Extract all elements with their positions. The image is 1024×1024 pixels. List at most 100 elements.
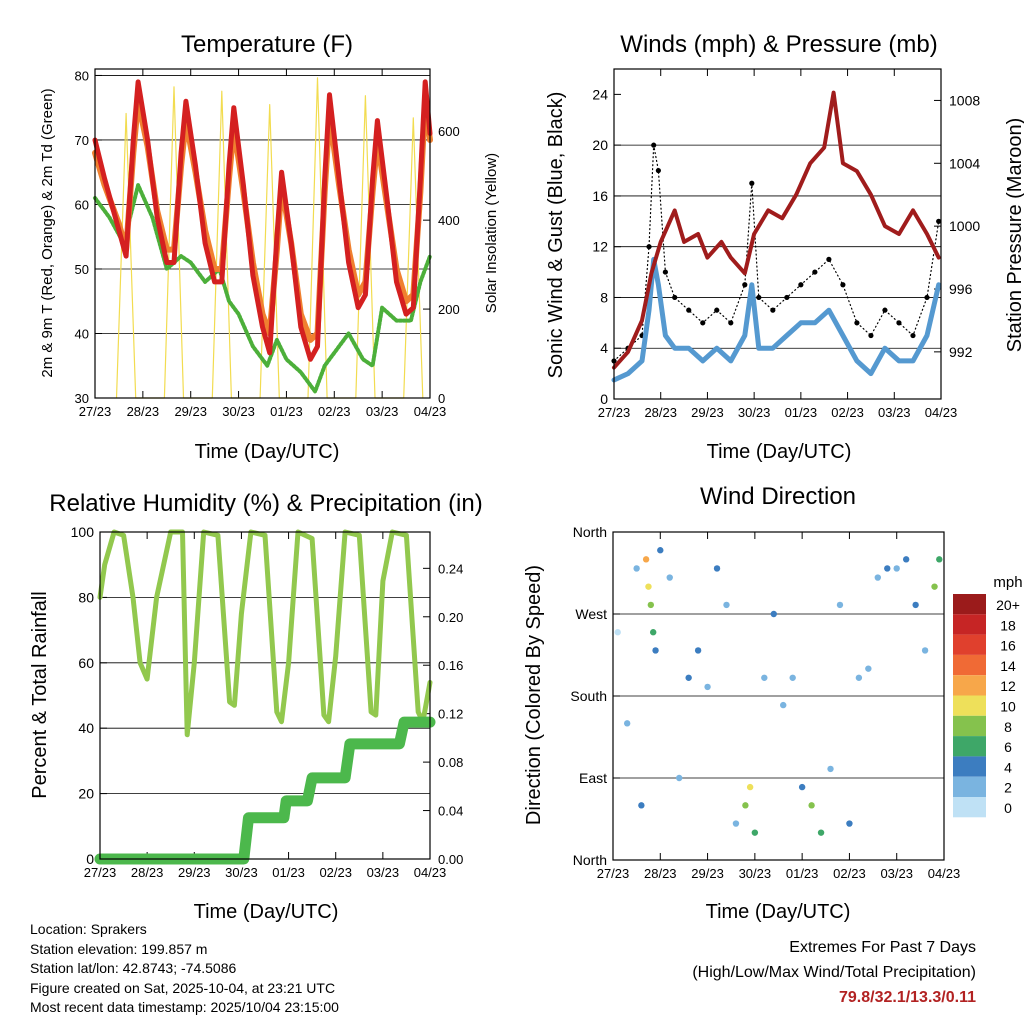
direction-point [865, 665, 872, 672]
direction-point [704, 683, 711, 691]
x-tick-label: 28/23 [644, 405, 677, 420]
direction-point [713, 565, 721, 572]
legend-swatch [953, 614, 986, 635]
direction-point [657, 547, 664, 554]
y-tick-label: 70 [75, 133, 89, 148]
gust-point [936, 218, 942, 224]
direction-point [676, 774, 683, 782]
temperature-title: Temperature (F) [181, 31, 353, 58]
y2-tick-label: 996 [949, 281, 973, 297]
legend-swatch [953, 736, 986, 757]
direction-point [642, 556, 650, 563]
direction-title: Wind Direction [700, 483, 856, 510]
y-tick-label: 100 [71, 524, 95, 540]
y-tick-label: 0 [600, 391, 608, 407]
direction-point [652, 647, 659, 654]
direction-point [746, 783, 754, 791]
direction-point [751, 829, 759, 836]
series-wind [611, 256, 942, 383]
series-rh [97, 529, 433, 738]
x-tick-label: 01/23 [786, 866, 819, 881]
legend-label: 8 [1004, 719, 1012, 735]
x-tick-label: 04/23 [928, 866, 961, 881]
temperature-xlabel: Time (Day/UTC) [195, 441, 340, 463]
y2-tick-label: 1008 [949, 92, 980, 108]
direction-point [798, 783, 806, 791]
latlon-text: Station lat/lon: 42.8743; -74.5086 [30, 960, 237, 976]
y-tick-label: East [579, 770, 607, 786]
y2-tick-label: 0.20 [438, 610, 463, 625]
direction-point [808, 802, 815, 809]
y2-tick-label: 0 [438, 391, 445, 406]
temperature-frame [94, 68, 431, 399]
y-tick-label: 12 [592, 239, 608, 255]
x-tick-label: 29/23 [691, 866, 724, 881]
direction-frame [612, 531, 945, 861]
legend-label: 4 [1004, 759, 1012, 775]
humidity-title: Relative Humidity (%) & Precipitation (i… [49, 490, 482, 517]
x-tick-label: 03/23 [880, 866, 913, 881]
winds-ylabel: Sonic Wind & Gust (Blue, Black) [545, 92, 567, 379]
y-tick-label: South [570, 688, 607, 704]
x-tick-label: 27/23 [79, 404, 112, 419]
direction-point [723, 601, 730, 609]
direction-point [902, 556, 910, 563]
legend-swatch [953, 675, 986, 696]
direction-ylabel: Direction (Colored By Speed) [523, 565, 545, 825]
direction-point [732, 820, 740, 827]
humidity-plot-area: 27/23 28/23 29/23 30/23 01/23 02/23 03/23 04/23… [71, 524, 464, 880]
series-solar-insolation [115, 77, 424, 399]
gust-point [672, 294, 678, 301]
y2-tick-label: 1004 [949, 155, 980, 171]
y-tick-label: 30 [75, 391, 89, 406]
direction-point [936, 556, 943, 563]
x-tick-label: 30/23 [225, 865, 258, 880]
direction-point [912, 601, 919, 609]
direction-point [874, 574, 881, 581]
x-tick-label: 29/23 [174, 404, 207, 419]
y-tick-label: 4 [600, 340, 608, 356]
gust-point [646, 244, 652, 250]
series-gust [613, 144, 940, 362]
temperature-panel: Temperature (F) 27/23 28/23 29/23 30/23 01/2… [39, 31, 500, 463]
x-tick-label: 04/23 [414, 404, 447, 419]
series-station-pressure [612, 90, 941, 370]
y-tick-label: 20 [592, 137, 608, 153]
direction-point [633, 565, 640, 572]
direction-point [931, 583, 938, 590]
legend-label: 6 [1004, 739, 1012, 755]
temperature-plot-area: 27/23 28/23 29/23 30/23 01/23 02/23 03/23 04/23… [75, 68, 460, 419]
y2-tick-label: 600 [438, 124, 460, 139]
x-tick-label: 02/23 [833, 866, 866, 881]
y-tick-label: 20 [78, 786, 94, 802]
direction-point [761, 674, 768, 681]
temperature-y2label: Solar Insolation (Yellow) [483, 153, 500, 313]
x-tick-label: 01/23 [785, 405, 818, 420]
humidity-frame [99, 531, 431, 860]
direction-point [846, 820, 853, 827]
legend-label: 16 [1000, 638, 1016, 654]
extremes-subtitle: (High/Low/Max Wind/Total Precipitation) [692, 964, 976, 981]
legend-label: 18 [1000, 617, 1016, 633]
legend-swatch [953, 654, 986, 676]
legend-label: 10 [1000, 699, 1016, 715]
legend-label: 20+ [996, 597, 1020, 613]
y-tick-label: 60 [75, 197, 89, 212]
winds-plot-area: 27/23 28/23 29/23 30/23 01/23 02/23 03/23 04/23… [592, 69, 980, 420]
direction-point [742, 802, 749, 809]
y-tick-label: North [573, 852, 607, 868]
y-tick-label: 40 [75, 326, 89, 341]
x-tick-label: 28/23 [131, 865, 164, 880]
y2-tick-label: 0.12 [438, 707, 463, 722]
y2-tick-label: 0.24 [438, 561, 463, 576]
humidity-panel: Relative Humidity (%) & Precipitation (i… [29, 490, 483, 923]
speed-legend: mph 20+ 18 16 14 12 10 8 6 4 2 0 [953, 574, 1023, 818]
x-tick-label: 28/23 [127, 404, 160, 419]
legend-label: 2 [1004, 780, 1012, 796]
y2-tick-label: 1000 [949, 218, 980, 234]
y-tick-label: West [575, 606, 607, 622]
gust-point [655, 167, 661, 174]
direction-point [893, 565, 900, 572]
gust-point [742, 282, 748, 288]
